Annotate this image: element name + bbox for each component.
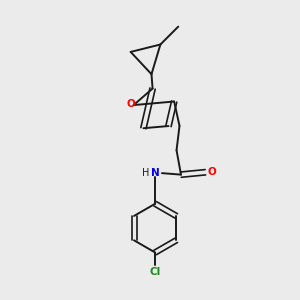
Text: O: O xyxy=(208,167,216,177)
Text: O: O xyxy=(127,99,136,109)
Text: Cl: Cl xyxy=(149,267,161,277)
Text: H: H xyxy=(142,167,149,178)
Text: N: N xyxy=(151,167,160,178)
